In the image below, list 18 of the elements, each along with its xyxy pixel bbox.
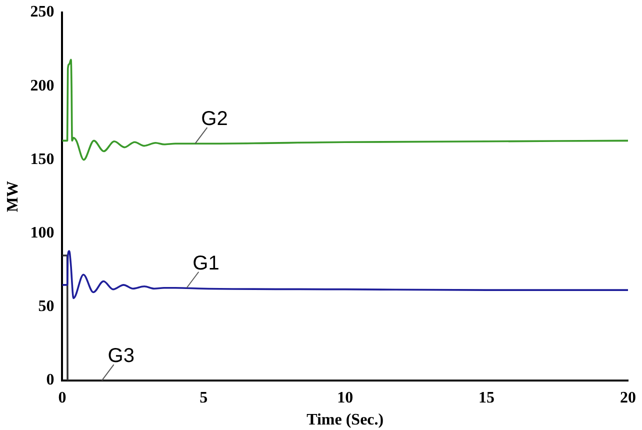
x-axis-title: Time (Sec.)	[306, 412, 384, 429]
y-tick-label: 0	[46, 372, 54, 389]
x-tick-label: 0	[58, 389, 66, 406]
x-tick-label: 5	[200, 389, 208, 406]
y-tick-label: 100	[30, 224, 54, 242]
y-tick-label: 50	[38, 298, 54, 316]
x-tick-label: 15	[478, 389, 495, 406]
line-series	[62, 58, 628, 161]
y-tick-label: 150	[30, 150, 54, 168]
y-tick-label: 200	[30, 77, 54, 94]
annotation: G3	[108, 345, 134, 368]
x-tick-label: 10	[337, 389, 354, 406]
y-tick-label: 250	[30, 4, 54, 21]
line-series	[62, 250, 628, 300]
y-axis-title: MW	[4, 181, 22, 212]
annotation: G1	[192, 252, 220, 274]
annotation: G2	[201, 108, 228, 130]
x-tick-label: 20	[620, 389, 636, 406]
